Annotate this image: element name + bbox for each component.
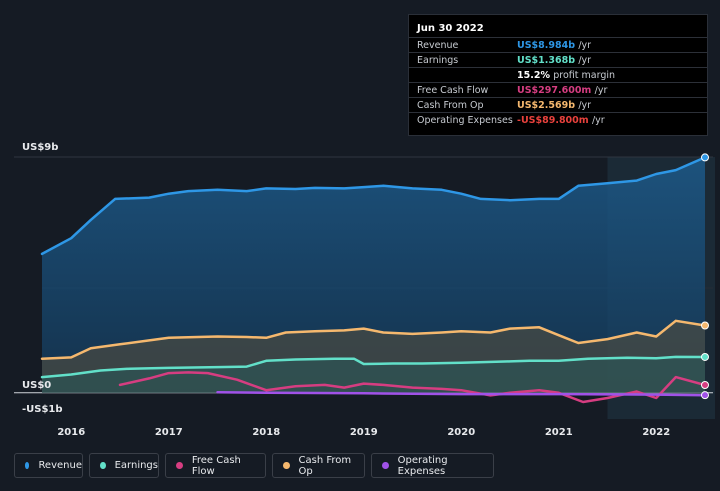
y-label-zero: US$0 <box>22 380 51 391</box>
legend-item-label: Operating Expenses <box>397 454 448 477</box>
tooltip-row-unit: /yr <box>578 40 592 51</box>
tooltip-row-label: Operating Expenses <box>417 115 513 126</box>
tooltip-row-value: -US$89.800m /yr <box>517 115 605 126</box>
tooltip-row: Cash From Op US$2.569b /yr <box>409 97 707 113</box>
cash-from-op-end-dot[interactable] <box>701 321 709 330</box>
tooltip-row-label: Revenue <box>417 40 459 51</box>
tooltip-row-value: US$1.368b /yr <box>517 55 592 66</box>
x-tick-label: 2021 <box>545 427 573 438</box>
operating-expenses-end-dot[interactable] <box>701 391 709 400</box>
tooltip-row-label: Earnings <box>417 55 459 66</box>
x-tick-label: 2019 <box>350 427 378 438</box>
legend-item-label: Earnings <box>114 460 158 471</box>
revenue-line <box>40 156 707 256</box>
tooltip-row-unit: profit margin <box>553 70 616 81</box>
revenue-end-dot[interactable] <box>701 153 709 162</box>
y-label-bottom: -US$1b <box>22 404 63 415</box>
earnings-line <box>40 355 707 379</box>
tooltip-row-value: US$8.984b /yr <box>517 40 592 51</box>
legend-item-earnings[interactable]: Earnings <box>89 453 159 478</box>
free-cash-flow-end-dot[interactable] <box>701 381 709 390</box>
tooltip-row-unit: /yr <box>578 100 592 111</box>
legend-dot-icon <box>176 462 183 469</box>
x-tick-label: 2017 <box>155 427 183 438</box>
tooltip-date: Jun 30 2022 <box>417 23 484 34</box>
tooltip-row-label: Free Cash Flow <box>417 85 489 96</box>
legend-dot-icon <box>382 462 389 469</box>
tooltip-row-unit: /yr <box>594 85 608 96</box>
legend-item-operating-expenses[interactable]: Operating Expenses <box>371 453 494 478</box>
tooltip-row-value: 15.2% profit margin <box>517 70 616 81</box>
legend-item-label: Revenue <box>38 460 82 471</box>
legend-item-revenue[interactable]: Revenue <box>14 453 83 478</box>
tooltip-row-value: US$297.600m /yr <box>517 85 608 96</box>
tooltip-row: Free Cash Flow US$297.600m /yr <box>409 82 707 98</box>
y-label-top: US$9b <box>22 142 58 153</box>
legend-item-label: Cash From Op <box>298 454 352 477</box>
tooltip-row: Revenue US$8.984b /yr <box>409 37 707 53</box>
legend-item-label: Free Cash Flow <box>191 454 241 477</box>
legend-dot-icon <box>100 462 106 469</box>
cash-from-op-line <box>40 319 707 360</box>
x-tick-label: 2020 <box>447 427 475 438</box>
legend-item-free-cash-flow[interactable]: Free Cash Flow <box>165 453 266 478</box>
tooltip-row-label: Cash From Op <box>417 100 484 111</box>
legend-dot-icon <box>283 462 290 469</box>
tooltip-row: Operating Expenses -US$89.800m /yr <box>409 112 707 128</box>
operating-expenses-line <box>216 391 707 397</box>
x-tick-label: 2022 <box>642 427 670 438</box>
x-tick-label: 2018 <box>252 427 280 438</box>
free-cash-flow-line <box>118 371 707 404</box>
tooltip-panel: Jun 30 2022 Revenue US$8.984b /yr Earnings… <box>408 14 708 136</box>
earnings-area <box>42 356 705 393</box>
tooltip-row: 15.2% profit margin <box>409 67 707 83</box>
earnings-end-dot[interactable] <box>701 352 709 361</box>
x-tick-label: 2016 <box>57 427 85 438</box>
tooltip-row: Earnings US$1.368b /yr <box>409 52 707 68</box>
tooltip-row-value: US$2.569b /yr <box>517 100 592 111</box>
tooltip-row-unit: /yr <box>591 115 605 126</box>
tooltip-row-unit: /yr <box>578 55 592 66</box>
legend-item-cash-from-op[interactable]: Cash From Op <box>272 453 365 478</box>
legend-dot-icon <box>25 462 30 469</box>
